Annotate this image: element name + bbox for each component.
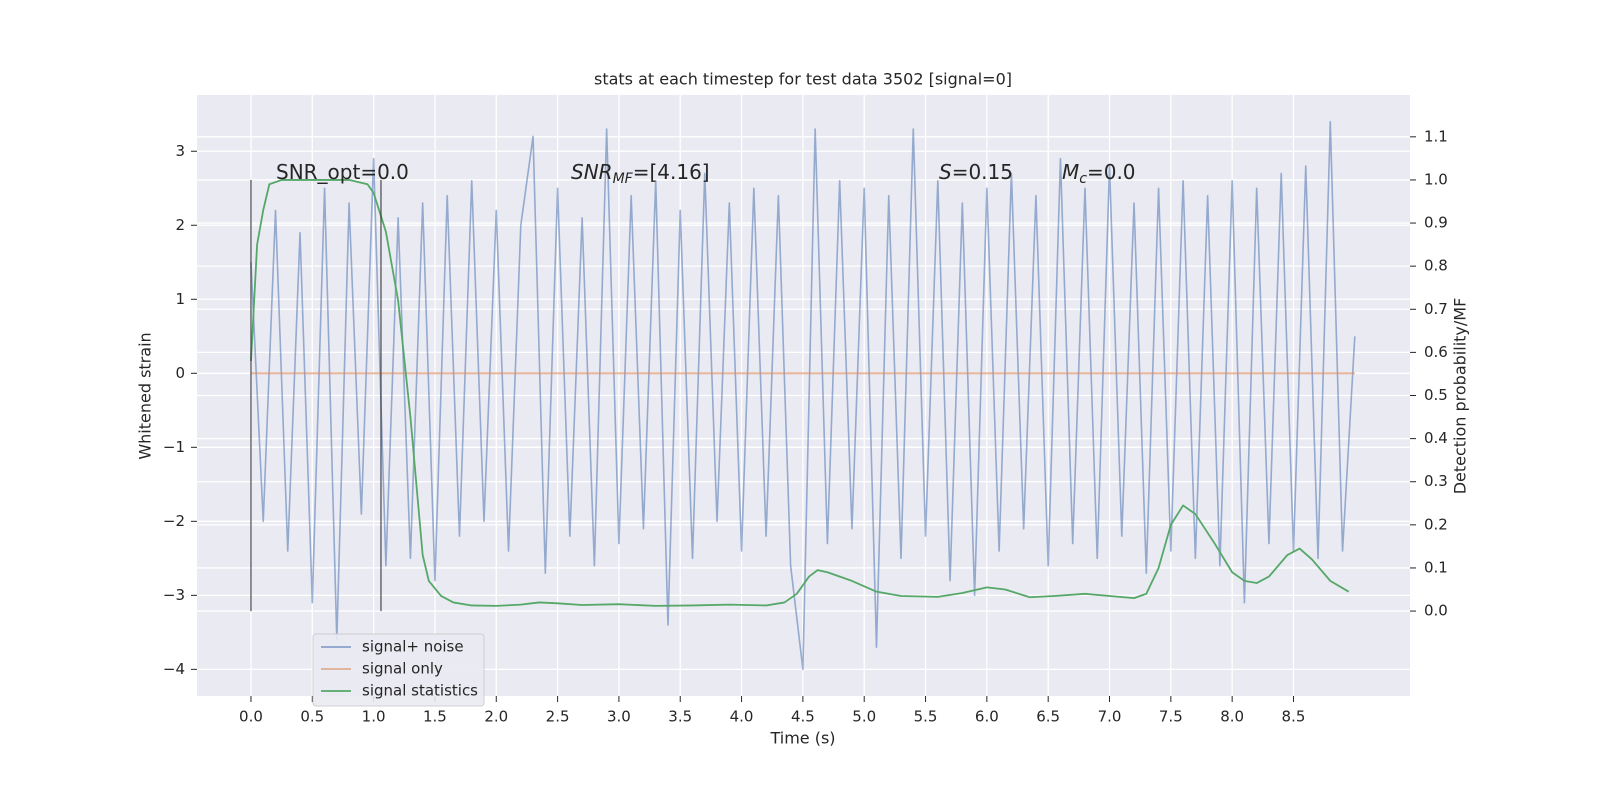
- x-tick-label: 1.0: [362, 708, 386, 726]
- annotation-part: c: [1079, 171, 1087, 187]
- y2-axis-label: Detection probability/MF: [1451, 298, 1470, 495]
- annotation: SNR_opt=0.0: [276, 160, 409, 184]
- y2-tick-label: 1.1: [1424, 127, 1448, 145]
- x-tick-label: 6.0: [975, 708, 999, 726]
- x-tick-label: 2.5: [546, 708, 570, 726]
- x-tick-label: 6.5: [1036, 708, 1060, 726]
- y2-tick-label: 0.2: [1424, 515, 1448, 533]
- y-tick-label: −3: [163, 586, 185, 604]
- legend-box: [312, 633, 485, 707]
- y2-tick-label: 1.0: [1424, 170, 1448, 188]
- x-tick-label: 3.0: [607, 708, 631, 726]
- y2-tick-label: 0.0: [1424, 602, 1448, 620]
- y2-tick-label: 0.8: [1424, 257, 1448, 275]
- x-tick-label: 5.5: [914, 708, 938, 726]
- x-tick-label: 1.5: [423, 708, 447, 726]
- legend-label: signal+ noise: [362, 638, 464, 656]
- annotation-part: MF: [613, 171, 634, 187]
- legend: signal+ noise signal only signal statistic…: [312, 633, 485, 707]
- x-tick-label: 7.0: [1098, 708, 1122, 726]
- x-tick-label: 4.5: [791, 708, 815, 726]
- y2-tick-label: 0.1: [1424, 558, 1448, 576]
- legend-label: signal only: [362, 660, 443, 678]
- x-tick-label: 3.5: [668, 708, 692, 726]
- annotation-part: S: [939, 160, 952, 184]
- y2-tick-label: 0.7: [1424, 300, 1448, 318]
- y-tick-label: 2: [175, 216, 185, 234]
- y-axis-label: Whitened strain: [136, 332, 155, 459]
- annotation-part: =0.15: [952, 160, 1013, 184]
- annotation-part: SNR_opt=0.0: [276, 160, 409, 184]
- chart-title: stats at each timestep for test data 350…: [594, 70, 1012, 89]
- x-tick-label: 8.0: [1220, 708, 1244, 726]
- y-tick-label: 0: [175, 364, 185, 382]
- x-tick-label: 2.0: [484, 708, 508, 726]
- x-tick-label: 0.5: [300, 708, 324, 726]
- x-tick-label: 7.5: [1159, 708, 1183, 726]
- y-tick-label: −2: [163, 512, 185, 530]
- y2-tick-label: 0.5: [1424, 386, 1448, 404]
- series-line: [250, 179, 1350, 607]
- y-tick-label: 1: [175, 290, 185, 308]
- x-tick-label: 0.0: [239, 708, 263, 726]
- annotation-part: M: [1062, 160, 1079, 184]
- legend-label: signal statistics: [362, 682, 478, 700]
- x-tick-label: 4.0: [730, 708, 754, 726]
- x-axis-label: Time (s): [769, 729, 835, 748]
- y-tick-label: −4: [163, 660, 185, 678]
- annotation-part: =0.0: [1087, 160, 1136, 184]
- y2-tick-label: 0.4: [1424, 429, 1448, 447]
- x-tick-label: 8.5: [1282, 708, 1306, 726]
- series-line: [250, 120, 1356, 671]
- annotation: Mc=0.0: [1062, 160, 1136, 188]
- annotation-part: SNR: [571, 160, 613, 184]
- x-tick-label: 5.0: [852, 708, 876, 726]
- y-tick-label: −1: [163, 438, 185, 456]
- y2-tick-label: 0.9: [1424, 214, 1448, 232]
- y-tick-label: 3: [175, 142, 185, 160]
- annotation: S=0.15: [939, 160, 1013, 184]
- annotation: SNRMF=[4.16]: [571, 160, 710, 188]
- y2-tick-label: 0.3: [1424, 472, 1448, 490]
- annotation-part: =[4.16]: [633, 160, 710, 184]
- y2-tick-label: 0.6: [1424, 343, 1448, 361]
